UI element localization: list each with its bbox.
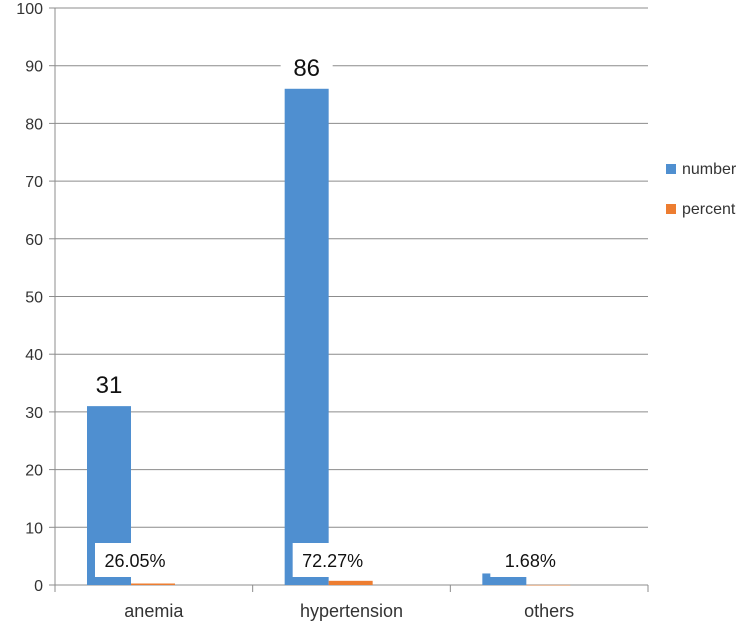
data-label-bg <box>95 543 175 577</box>
data-label-bg <box>83 367 135 400</box>
bar-number <box>284 88 329 585</box>
data-label-bg <box>292 543 373 577</box>
data-label-percent: 1.68% <box>505 551 556 571</box>
data-label-percent: 26.05% <box>104 551 165 571</box>
data-label-bg <box>280 49 333 82</box>
bar-number <box>482 573 527 585</box>
y-tick-label: 70 <box>25 174 43 191</box>
bar-percent <box>328 580 373 585</box>
legend-swatch <box>666 164 676 174</box>
y-tick-label: 100 <box>16 1 43 18</box>
y-tick-label: 30 <box>25 405 43 422</box>
legend-swatch <box>666 204 676 214</box>
data-label-percent: 72.27% <box>302 551 363 571</box>
y-tick-label: 80 <box>25 116 43 133</box>
x-tick-label: anemia <box>124 601 184 621</box>
y-tick-label: 40 <box>25 347 43 364</box>
y-tick-label: 90 <box>25 59 43 76</box>
x-tick-label: others <box>524 601 574 621</box>
y-tick-label: 0 <box>34 578 43 595</box>
y-tick-label: 60 <box>25 232 43 249</box>
y-tick-label: 50 <box>25 290 43 307</box>
gridlines <box>55 7 648 528</box>
legend-label: number <box>682 161 737 178</box>
axes: 0 10 20 30 40 50 60 70 80 90 100 anemia hypertension… <box>16 1 649 621</box>
bar-percent <box>131 583 175 585</box>
data-label-bg <box>490 543 571 577</box>
data-label-number: 31 <box>96 372 123 399</box>
bar-percent <box>526 584 571 586</box>
legend: number percent <box>666 161 737 218</box>
x-tick-label: hypertension <box>300 601 403 621</box>
y-tick-label: 10 <box>25 520 43 537</box>
y-tick-label: 20 <box>25 463 43 480</box>
data-label-number: 86 <box>293 55 320 82</box>
legend-label: percent <box>682 201 736 218</box>
bars <box>87 88 571 586</box>
